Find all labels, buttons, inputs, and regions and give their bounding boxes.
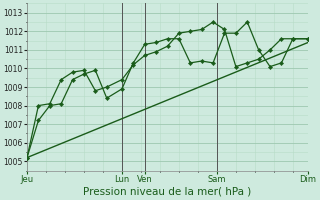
X-axis label: Pression niveau de la mer( hPa ): Pression niveau de la mer( hPa ) — [84, 187, 252, 197]
